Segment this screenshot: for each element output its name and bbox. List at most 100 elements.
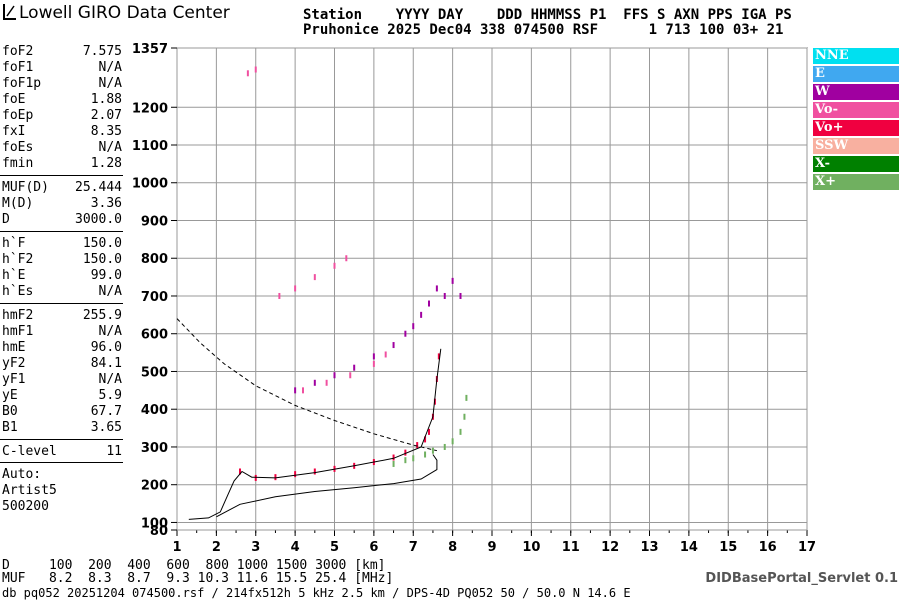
- data-point: [274, 474, 277, 481]
- y-tick-label: 1200: [132, 101, 168, 116]
- param-value: 11: [106, 444, 122, 459]
- data-point: [325, 379, 328, 386]
- param-key: D: [2, 212, 10, 227]
- param-key: h`Es: [2, 284, 34, 299]
- param-key: C-level: [2, 444, 57, 459]
- param-key: hmE: [2, 340, 26, 355]
- param-key: B1: [2, 420, 18, 435]
- param-row: B1 3.65: [2, 420, 122, 436]
- x-tick-label: 1: [172, 540, 181, 555]
- legend-item: W: [813, 84, 899, 100]
- param-value: 99.0: [90, 268, 122, 283]
- param-key: B0: [2, 404, 18, 419]
- data-point: [404, 449, 407, 456]
- param-key: yF2: [2, 356, 26, 371]
- param-key: fmin: [2, 156, 34, 171]
- panel-divider: [0, 231, 123, 232]
- param-row: h`E 99.0: [2, 268, 122, 284]
- param-key: h`E: [2, 268, 26, 283]
- data-point: [392, 460, 395, 467]
- param-row: fxI 8.35: [2, 124, 122, 140]
- param-value: 3000.0: [75, 212, 122, 227]
- data-point: [404, 330, 407, 337]
- data-point: [416, 442, 419, 449]
- data-point: [465, 394, 468, 401]
- data-point: [459, 292, 462, 299]
- panel-divider: [0, 462, 123, 463]
- x-tick-label: 9: [487, 540, 496, 555]
- param-row: MUF(D) 25.444: [2, 180, 122, 196]
- param-value: 1.28: [90, 156, 122, 171]
- y-tick-label: 800: [141, 252, 168, 267]
- data-point: [349, 372, 352, 379]
- legend-item: X-: [813, 156, 899, 172]
- muf-row: MUF 8.2 8.3 8.7 9.3 10.3 11.6 15.5 25.4 …: [2, 571, 394, 586]
- y-tick-label: 1000: [132, 177, 168, 192]
- data-point: [313, 468, 316, 475]
- param-value: N/A: [98, 372, 122, 387]
- param-key: yF1: [2, 372, 26, 387]
- data-point: [424, 451, 427, 458]
- data-point: [313, 274, 316, 281]
- param-row: yF1 N/A: [2, 372, 122, 388]
- x-tick-label: 4: [291, 540, 300, 555]
- param-value: N/A: [98, 60, 122, 75]
- param-value: 96.0: [90, 340, 122, 355]
- param-row: foEp 2.07: [2, 108, 122, 124]
- param-value: N/A: [98, 76, 122, 91]
- param-row: foF1p N/A: [2, 76, 122, 92]
- param-key: h`F: [2, 236, 26, 251]
- data-point: [420, 311, 423, 318]
- param-key: fxI: [2, 124, 26, 139]
- panel-divider: [0, 175, 123, 176]
- data-point: [246, 70, 249, 77]
- data-point: [437, 353, 440, 360]
- x-tick-label: 13: [640, 540, 658, 555]
- auto-label: Auto:: [2, 467, 42, 482]
- data-point: [254, 66, 257, 73]
- param-key: hmF1: [2, 324, 34, 339]
- param-row: yF2 84.1: [2, 356, 122, 372]
- param-value: 3.36: [90, 196, 122, 211]
- param-row: h`F 150.0: [2, 236, 122, 252]
- x-tick-label: 5: [330, 540, 339, 555]
- data-point: [392, 454, 395, 461]
- data-point: [463, 413, 466, 420]
- legend-item: E: [813, 66, 899, 82]
- param-row: hmF1 N/A: [2, 324, 122, 340]
- x-tick-label: 14: [680, 540, 698, 555]
- x-tick-label: 6: [369, 540, 378, 555]
- x-tick-label: 10: [522, 540, 540, 555]
- data-point: [353, 364, 356, 371]
- legend-item: NNE: [813, 48, 899, 64]
- data-point: [333, 372, 336, 379]
- x-tick-label: 17: [798, 540, 816, 555]
- param-value: 150.0: [82, 236, 122, 251]
- data-point: [451, 277, 454, 284]
- app-logo: Lowell GIRO Data Center: [2, 3, 230, 23]
- param-key: foF1: [2, 60, 34, 75]
- y-tick-label: 900: [141, 214, 168, 229]
- data-point: [294, 471, 297, 478]
- x-tick-label: 7: [409, 540, 418, 555]
- data-point: [412, 455, 415, 462]
- param-value: 1.88: [90, 92, 122, 107]
- panel-divider: [0, 439, 123, 440]
- param-value: 3.65: [90, 420, 122, 435]
- auto-code: 500200: [2, 499, 49, 514]
- param-value: 5.9: [98, 388, 122, 403]
- param-row: hmE 96.0: [2, 340, 122, 356]
- data-point: [345, 255, 348, 262]
- y-tick-label: 1100: [132, 139, 168, 154]
- virtual-height-trace: [188, 348, 442, 520]
- data-point: [431, 447, 434, 454]
- data-point: [428, 428, 430, 435]
- param-row: h`F2 150.0: [2, 252, 122, 268]
- y-tick-label: 700: [141, 290, 168, 305]
- y-tick-label: 1357: [132, 42, 168, 57]
- data-point: [239, 468, 241, 475]
- param-key: foE: [2, 92, 26, 107]
- param-row: fmin 1.28: [2, 156, 122, 172]
- data-point: [443, 443, 446, 450]
